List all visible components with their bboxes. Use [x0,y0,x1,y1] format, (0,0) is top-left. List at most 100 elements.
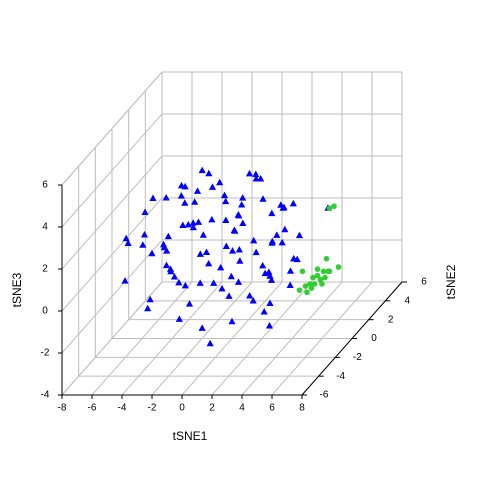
point [246,291,254,299]
point [206,339,214,347]
point [139,241,147,248]
point [196,279,204,286]
point [325,268,331,275]
point [205,259,213,267]
x-tick-label: -2 [148,403,157,414]
point [235,211,243,219]
point [227,272,235,280]
box-edge [61,71,163,186]
point [280,203,288,211]
point [317,276,324,283]
x-tick-label: 8 [299,403,305,414]
grid-line [61,197,163,312]
x-tick-label: 4 [239,403,245,414]
point [310,274,316,281]
point [164,232,172,240]
point [218,284,226,292]
point [181,182,189,190]
point [222,216,230,224]
point [331,203,337,209]
x-tick-label: 0 [179,403,185,414]
point [196,250,204,257]
point [261,269,269,277]
point [146,295,154,303]
y-tick-label: -2 [353,352,362,363]
point [230,226,238,234]
point [266,299,274,306]
point [311,281,318,287]
point [177,192,185,199]
point [335,264,342,270]
point [252,174,260,182]
grid-line [61,281,163,396]
point [179,221,187,228]
point [140,231,149,238]
point [238,200,246,208]
point [268,209,276,217]
x-tick-label: -4 [118,403,127,414]
x-tick-label: 6 [269,403,275,414]
point [189,219,197,226]
point [144,304,152,312]
point [323,255,330,262]
point [175,315,183,322]
point [308,285,315,291]
point [252,170,260,177]
y-tick-label: -6 [320,390,329,401]
point [149,194,157,201]
grid-line [61,113,163,228]
point [307,281,313,287]
point [259,261,267,269]
point [322,274,328,281]
point [222,242,230,250]
grid-line [61,239,163,354]
y-tick-label: -4 [336,371,345,382]
point [293,255,301,263]
point [304,289,310,296]
point [194,218,203,225]
point [326,205,333,212]
point [216,178,224,186]
point [141,208,149,215]
point [175,278,183,286]
point [124,239,132,246]
point [217,263,225,271]
point [122,234,130,242]
z-tick-label: 4 [42,222,48,233]
point [299,268,306,275]
point [289,199,297,207]
point [208,183,217,190]
point [162,194,170,201]
point [239,194,247,201]
point [205,169,213,177]
z-tick-label: -2 [41,348,50,359]
y-tick-label: 6 [421,277,427,288]
point [260,307,268,315]
z-tick-label: 2 [42,264,48,275]
x-axis-title: tSNE1 [173,429,208,443]
z-tick-label: 0 [42,306,48,317]
point [199,231,207,238]
x-tick-label: 2 [209,403,215,414]
point [170,272,179,280]
point [236,257,244,264]
point [121,277,129,284]
point [250,236,258,244]
point [162,261,171,269]
point [267,276,276,283]
point [191,198,199,205]
point [245,169,254,177]
point [225,292,233,299]
point [281,225,289,233]
point [184,220,192,228]
point [163,247,171,254]
point [286,281,294,288]
point [320,268,327,275]
point [222,197,230,205]
point [265,321,274,329]
z-tick-label: 6 [42,180,48,191]
point [189,223,197,231]
y-tick-label: 0 [371,333,377,344]
point [286,267,295,274]
z-axis-title: tSNE3 [10,272,24,307]
